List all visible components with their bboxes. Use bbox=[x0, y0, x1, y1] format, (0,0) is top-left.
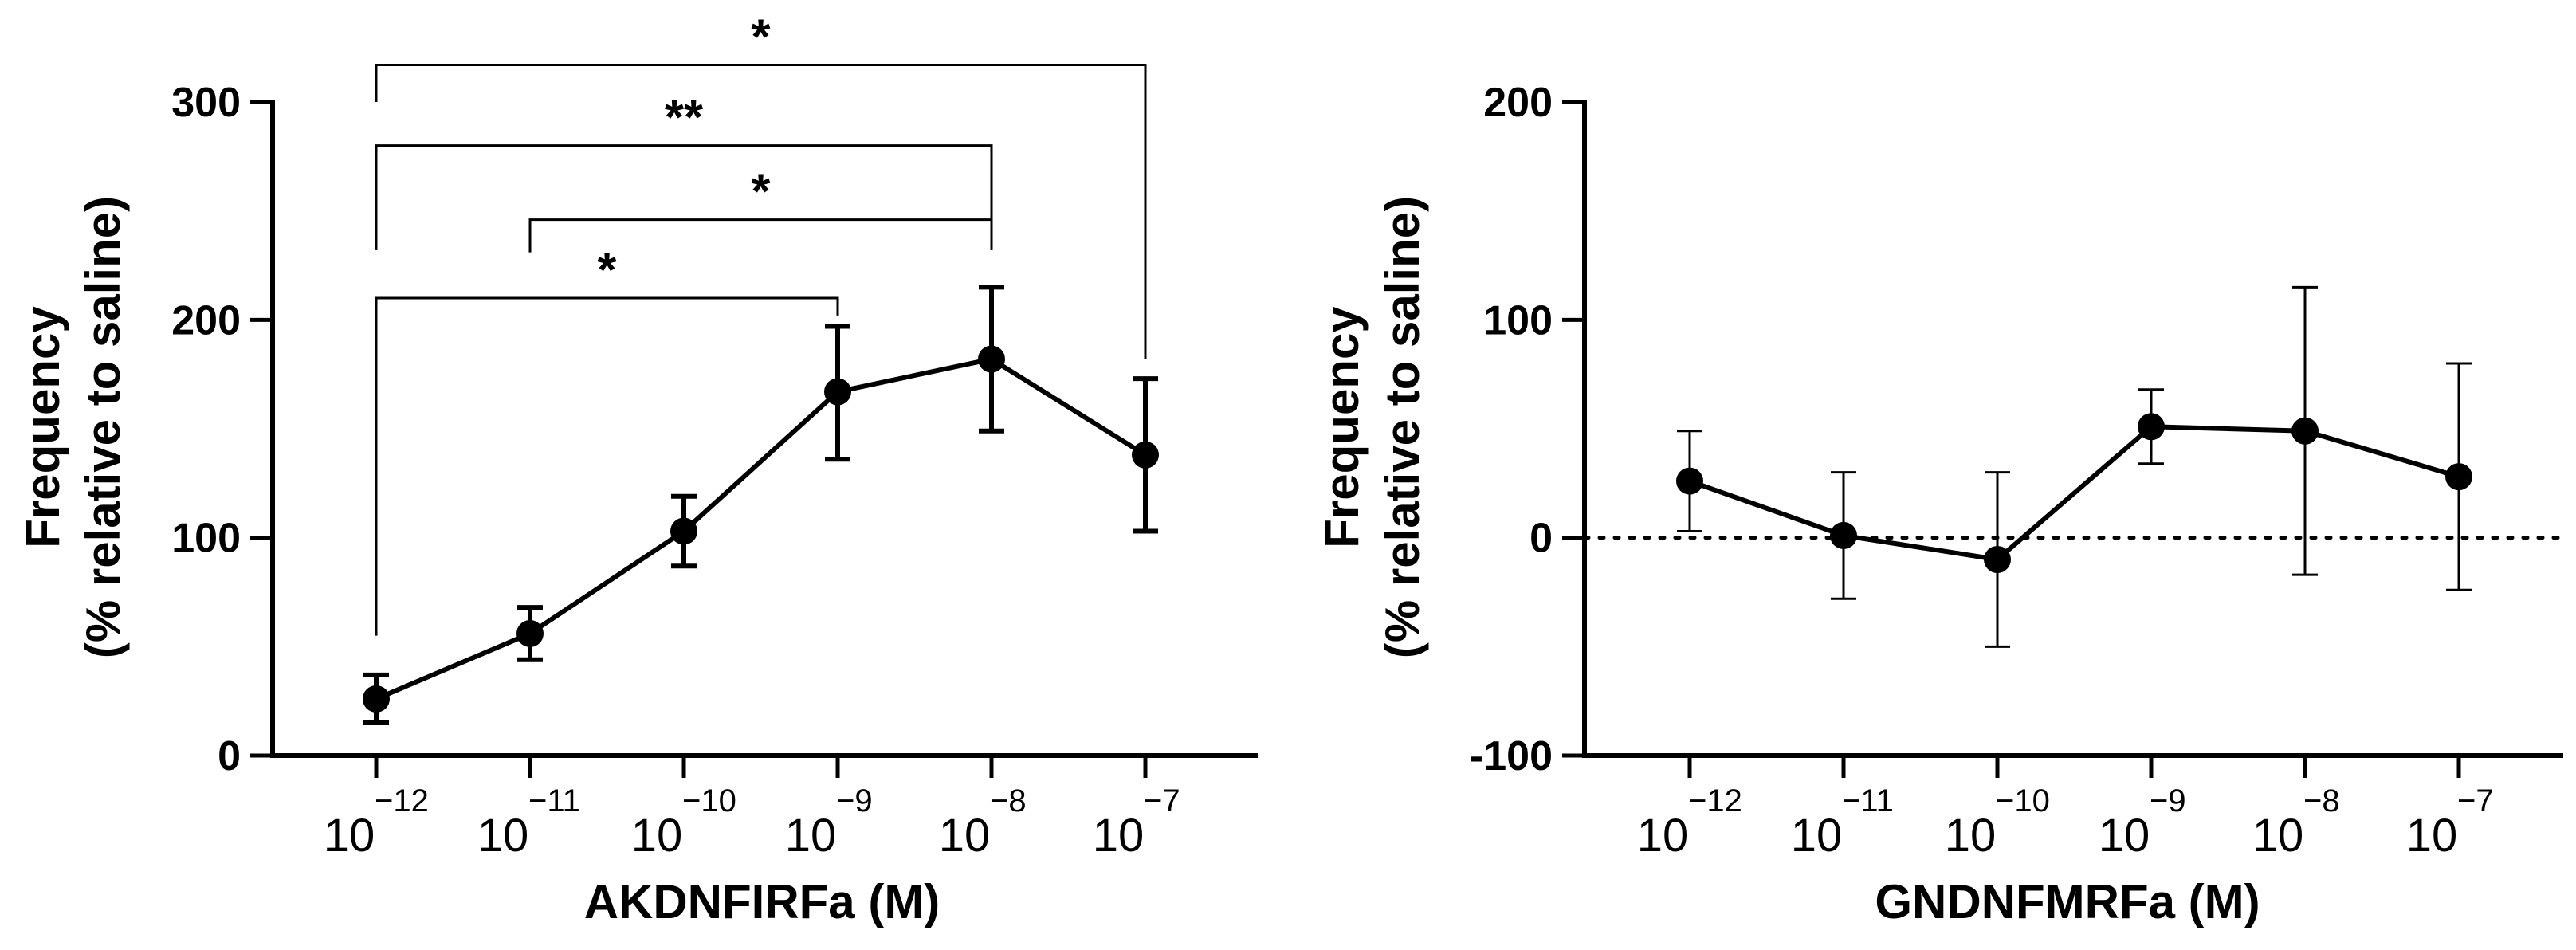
right-x-tick-exponent: −9 bbox=[2150, 783, 2186, 818]
left-significance-bracket bbox=[528, 218, 993, 253]
left-x-tick-exponent: −11 bbox=[528, 783, 580, 818]
left-significance-bracket bbox=[375, 64, 1147, 359]
left-data-point bbox=[824, 378, 851, 406]
right-data-point bbox=[1676, 467, 1703, 495]
left-y-tick-label: 200 bbox=[171, 297, 241, 343]
left-x-tick-label: 10 bbox=[477, 810, 529, 862]
left-significance-label: * bbox=[751, 10, 771, 65]
left-y-axis-label-line1: Frequency bbox=[16, 306, 69, 548]
right-y-axis-label-line1: Frequency bbox=[1315, 306, 1368, 548]
left-significance-label: ** bbox=[665, 91, 704, 146]
left-x-tick-label: 10 bbox=[631, 810, 683, 862]
left-y-tick-label: 0 bbox=[218, 733, 241, 779]
right-x-tick-exponent: −7 bbox=[2457, 783, 2494, 818]
right-series-line bbox=[1688, 424, 2460, 562]
right-x-tick-exponent: −11 bbox=[1842, 783, 1894, 818]
right-y-tick-label: 0 bbox=[1530, 516, 1553, 562]
left-y-tick-label: 100 bbox=[171, 516, 241, 562]
left-data-point bbox=[670, 517, 697, 545]
left-significance-label: * bbox=[597, 243, 617, 298]
left-x-tick-exponent: −8 bbox=[990, 783, 1027, 818]
right-x-tick-exponent: −12 bbox=[1688, 783, 1742, 818]
left-y-tick-label: 300 bbox=[171, 80, 241, 126]
left-x-tick-exponent: −7 bbox=[1144, 783, 1180, 818]
right-data-point bbox=[1830, 521, 1857, 549]
left-data-point bbox=[1132, 441, 1159, 469]
left-significance-bracket bbox=[375, 144, 993, 250]
left-x-tick-exponent: −10 bbox=[682, 783, 736, 818]
right-data-point bbox=[2291, 417, 2319, 445]
left-data-point bbox=[363, 685, 390, 712]
left-x-tick-label: 10 bbox=[1093, 810, 1145, 862]
right-x-tick-exponent: −8 bbox=[2303, 783, 2340, 818]
right-x-tick-label: 10 bbox=[1945, 810, 1997, 862]
left-x-tick-exponent: −12 bbox=[375, 783, 429, 818]
left-panel: Frequency (% relative to saline) AKDNFIR… bbox=[16, 10, 1258, 928]
right-data-point bbox=[1984, 546, 2011, 573]
right-data-point bbox=[2445, 463, 2472, 491]
left-x-tick-label: 10 bbox=[939, 810, 991, 862]
right-x-tick-label: 10 bbox=[2252, 810, 2304, 862]
left-significance-bracket bbox=[375, 296, 839, 636]
left-x-tick-exponent: −9 bbox=[836, 783, 873, 818]
right-x-tick-label: 10 bbox=[2406, 810, 2458, 862]
left-data-point bbox=[978, 345, 1005, 373]
left-significance-label: * bbox=[751, 165, 771, 220]
right-x-tick-label: 10 bbox=[1637, 810, 1689, 862]
left-x-axis-label: AKDNFIRFa (M) bbox=[584, 875, 940, 928]
right-x-axis-label: GNDNFMRFa (M) bbox=[1875, 875, 2260, 928]
right-data-point bbox=[2138, 413, 2165, 441]
right-x-tick-label: 10 bbox=[1791, 810, 1843, 862]
left-data-point bbox=[516, 619, 544, 647]
right-y-axis-label-line2: (% relative to saline) bbox=[1376, 196, 1429, 658]
right-x-tick-label: 10 bbox=[2099, 810, 2150, 862]
right-panel: Frequency (% relative to saline) GNDNFMR… bbox=[1315, 80, 2566, 928]
left-y-axis-label-line2: (% relative to saline) bbox=[77, 196, 130, 658]
left-series-line bbox=[375, 356, 1147, 701]
right-y-tick-label: 100 bbox=[1483, 297, 1553, 343]
right-y-tick-label: -100 bbox=[1470, 733, 1553, 779]
left-x-tick-label: 10 bbox=[785, 810, 837, 862]
right-x-tick-exponent: −10 bbox=[1996, 783, 2050, 818]
right-y-tick-label: 200 bbox=[1483, 80, 1553, 126]
left-x-tick-label: 10 bbox=[324, 810, 375, 862]
